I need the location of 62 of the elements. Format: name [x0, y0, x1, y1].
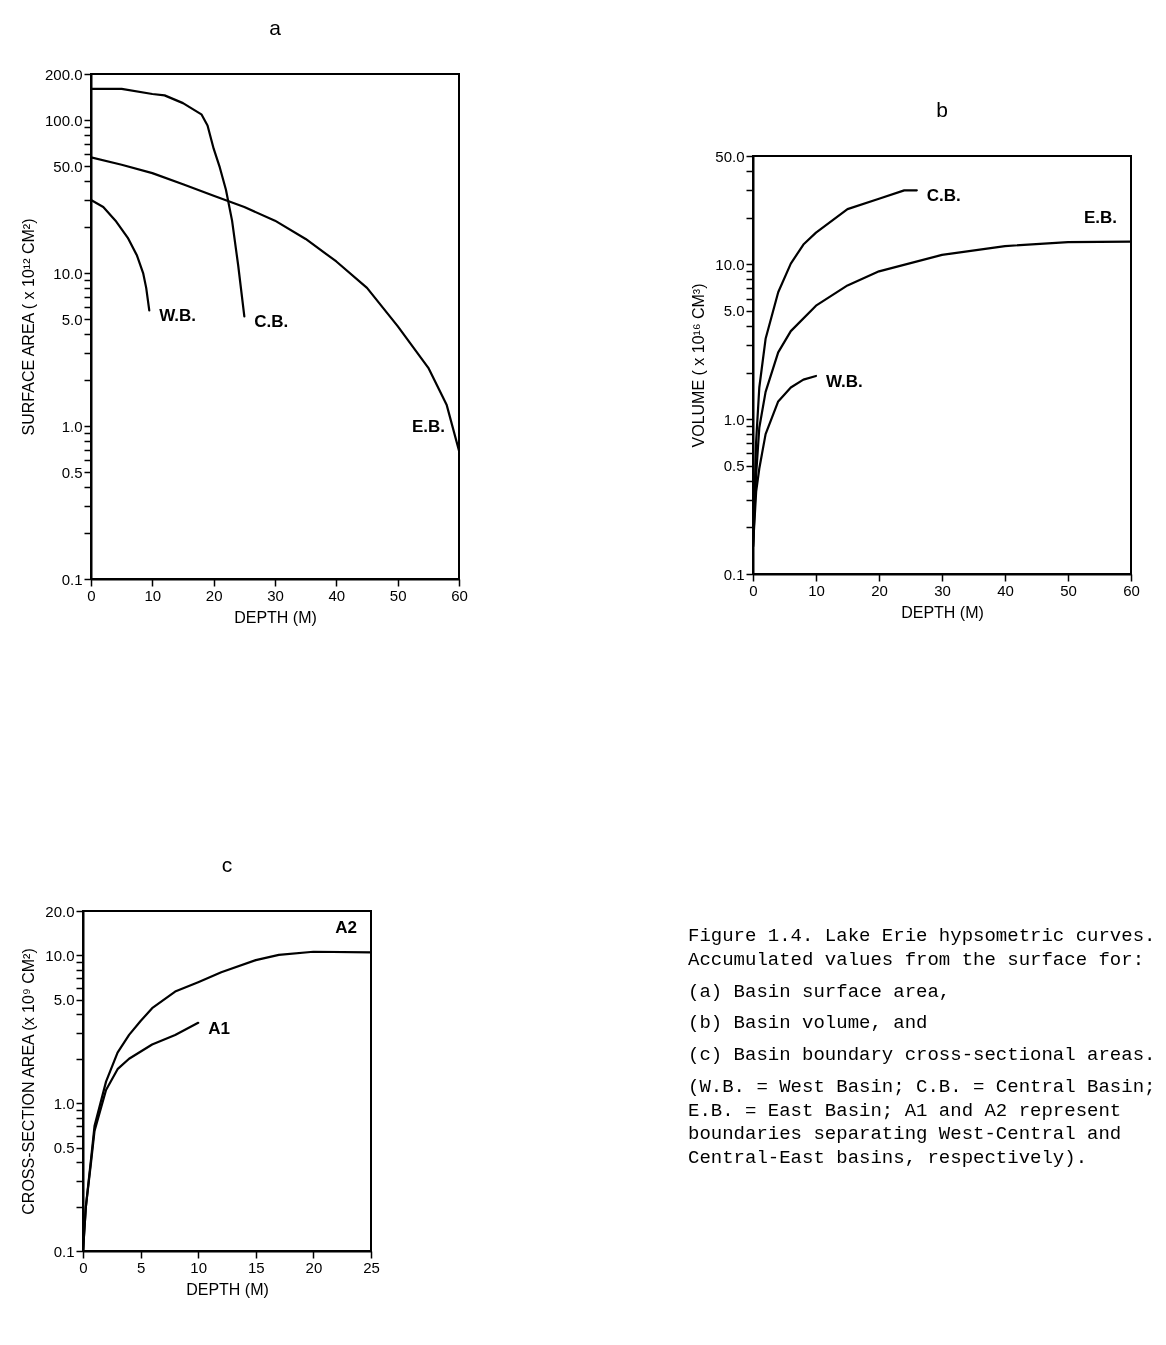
y-tick-label: 50.0 [715, 147, 745, 165]
y-tick-label: 0.5 [61, 463, 83, 481]
y-tick-label: 200.0 [44, 65, 83, 83]
x-tick-label: 0 [87, 586, 96, 604]
series-label: W.B. [826, 371, 863, 391]
series-label: E.B. [1083, 207, 1117, 227]
y-tick-label: 10.0 [53, 264, 83, 282]
series-label: C.B. [254, 312, 289, 332]
chart-title: a [269, 16, 282, 39]
chart-title: b [936, 98, 948, 121]
y-tick-label: 5.0 [53, 991, 75, 1009]
y-tick-label: 0.5 [723, 457, 745, 475]
y-tick-label: 5.0 [61, 310, 83, 328]
y-axis-title: VOLUME ( x 10¹⁶ CM³) [690, 283, 708, 448]
y-tick-label: 5.0 [723, 302, 745, 320]
x-tick-label: 50 [389, 586, 407, 604]
x-tick-label: 60 [451, 586, 468, 604]
chart-title: c [221, 853, 233, 876]
y-tick-label: 0.5 [53, 1139, 75, 1157]
y-axis-title: CROSS-SECTION AREA (x 10⁹ CM²) [20, 948, 38, 1215]
x-axis-title: DEPTH (M) [186, 1280, 269, 1298]
x-tick-label: 5 [136, 1258, 146, 1276]
series-label: W.B. [159, 306, 197, 326]
x-tick-label: 40 [328, 586, 346, 604]
y-tick-label: 100.0 [44, 111, 83, 129]
text: (W.B. = West Basin; C.B. = Central Basin; E.B. = East Basin; A1 and A2 represent boundaries separating West-Central and Central-East basins, respectively). [688, 1075, 1157, 1171]
x-tick-label: 20 [205, 586, 223, 604]
x-tick-label: 15 [247, 1258, 265, 1276]
text: (b) Basin volume, and [688, 1012, 929, 1036]
x-tick-label: 30 [934, 581, 951, 599]
x-tick-label: 0 [749, 581, 758, 599]
x-tick-label: 20 [305, 1258, 323, 1276]
y-tick-label: 20.0 [45, 902, 75, 920]
series-label: E.B. [411, 416, 445, 436]
x-tick-label: 30 [267, 586, 284, 604]
series-label: A2 [335, 918, 357, 938]
y-tick-label: 10.0 [45, 946, 75, 964]
x-axis-title: DEPTH (M) [901, 603, 984, 621]
y-tick-label: 1.0 [53, 1094, 75, 1112]
x-tick-label: 10 [144, 586, 162, 604]
y-tick-label: 10.0 [715, 255, 745, 273]
x-tick-label: 50 [1060, 581, 1077, 599]
y-tick-label: 50.0 [53, 157, 83, 175]
text: (c) Basin boundary cross-sectional areas. [688, 1044, 1157, 1068]
x-tick-label: 40 [997, 581, 1014, 599]
x-tick-label: 10 [808, 581, 825, 599]
x-tick-label: 25 [363, 1258, 380, 1276]
y-tick-label: 1.0 [61, 417, 83, 435]
y-axis-title: SURFACE AREA ( x 10¹² CM²) [19, 218, 37, 436]
y-tick-label: 0.1 [723, 565, 745, 583]
y-tick-label: 1.0 [723, 410, 745, 428]
x-tick-label: 60 [1123, 581, 1140, 599]
y-tick-label: 0.1 [61, 570, 83, 588]
y-tick-label: 0.1 [53, 1242, 75, 1260]
x-tick-label: 20 [871, 581, 888, 599]
series-label: A1 [208, 1018, 230, 1038]
x-axis-title: DEPTH (M) [234, 608, 317, 626]
series-label: C.B. [926, 186, 961, 206]
x-tick-label: 10 [190, 1258, 208, 1276]
caption: Figure 1.4. Lake Erie hypsometric curves. Accumulated values from the surface for: [688, 925, 1157, 973]
x-tick-label: 0 [79, 1258, 88, 1276]
text: (a) Basin surface area, [688, 980, 952, 1005]
